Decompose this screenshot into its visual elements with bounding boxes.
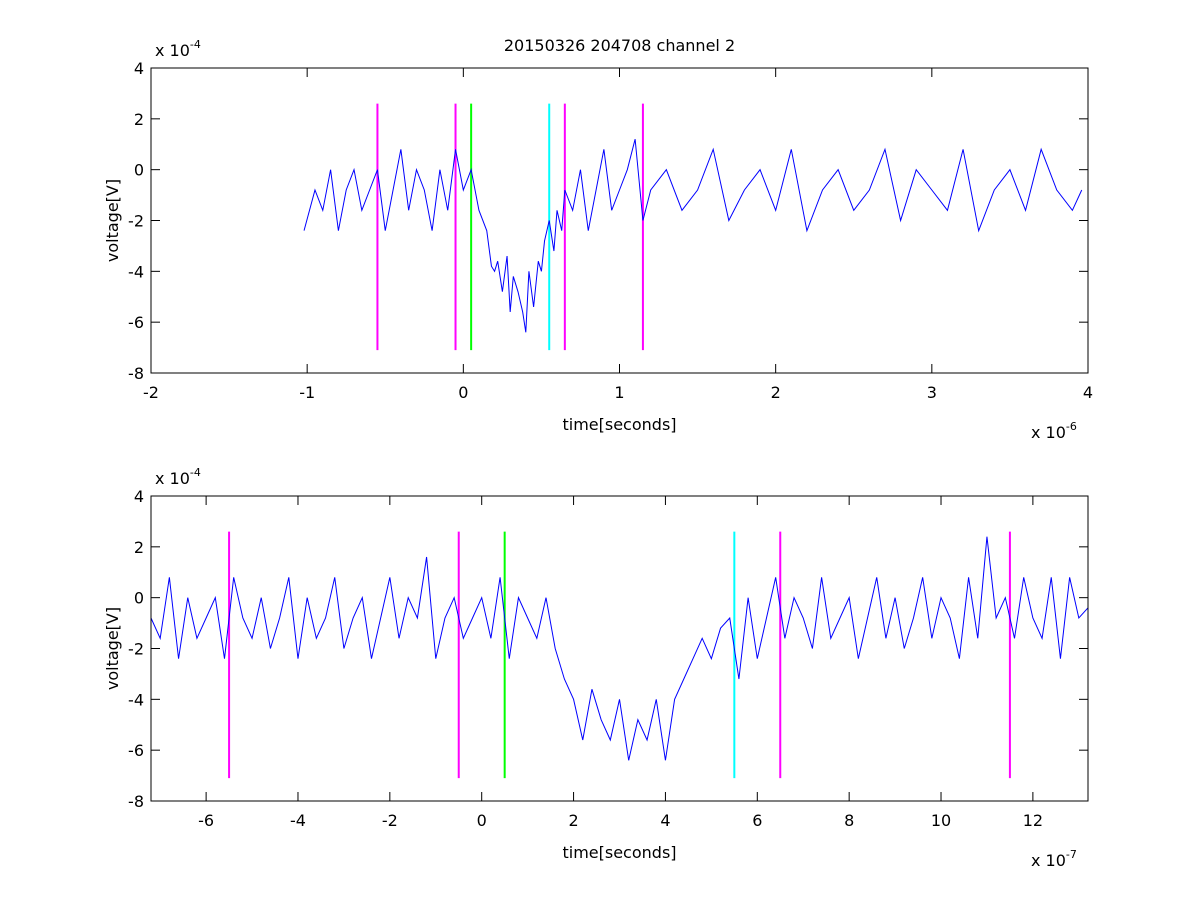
x-tick-label: -2 [382, 811, 398, 830]
x-exponent-label: x 10-7 [1031, 848, 1077, 870]
y-tick-label: -4 [128, 690, 144, 709]
y-tick-label: 4 [134, 59, 144, 78]
x-axis-label: time[seconds] [562, 843, 676, 862]
x-tick-label: 0 [458, 383, 468, 402]
x-tick-label: -1 [299, 383, 315, 402]
y-tick-label: -4 [128, 262, 144, 281]
x-tick-label: 2 [771, 383, 781, 402]
x-tick-label: 2 [568, 811, 578, 830]
voltage-trace [303, 139, 1083, 333]
bottom-plot: -6 -4 -2 0 2 4 6 8 10 12 -8 -6 -4 -2 0 2 4 time[seconds] v… [103, 466, 1089, 870]
y-tick-label: -6 [128, 741, 144, 760]
plot-border [150, 495, 1089, 802]
top-plot: -2 -1 0 1 2 3 4 -8 -6 -4 -2 0 2 4 20150326 204708 chan… [103, 36, 1093, 442]
x-tick-label: -2 [143, 383, 159, 402]
x-tick-label: 6 [752, 811, 762, 830]
x-tick-label: 4 [1083, 383, 1093, 402]
x-tick-label: 10 [931, 811, 951, 830]
y-axis-label: voltage[V] [103, 179, 122, 262]
y-tick-label: -2 [128, 212, 144, 231]
plot-area [150, 67, 1089, 374]
plot-area [150, 495, 1089, 802]
y-tick-label: -2 [128, 640, 144, 659]
y-tick-label: -8 [128, 364, 144, 383]
y-tick-label: 0 [134, 589, 144, 608]
x-axis-label: time[seconds] [562, 415, 676, 434]
chart-title: 20150326 204708 channel 2 [504, 36, 735, 55]
x-tick-label: 8 [844, 811, 854, 830]
x-tick-label: -4 [290, 811, 306, 830]
x-tick-label: 4 [660, 811, 670, 830]
x-tick-label: 1 [614, 383, 624, 402]
x-tick-label: 12 [1023, 811, 1043, 830]
y-tick-label: -8 [128, 792, 144, 811]
voltage-trace [150, 536, 1089, 761]
x-exponent-label: x 10-6 [1031, 420, 1077, 442]
y-axis-label: voltage[V] [103, 607, 122, 690]
y-tick-label: 2 [134, 110, 144, 129]
y-tick-label: 0 [134, 161, 144, 180]
x-tick-label: 0 [477, 811, 487, 830]
y-exponent-label: x 10-4 [155, 38, 201, 60]
y-tick-label: 4 [134, 487, 144, 506]
plot-border [150, 67, 1089, 374]
x-tick-label: 3 [927, 383, 937, 402]
y-tick-label: -6 [128, 313, 144, 332]
x-tick-label: -6 [198, 811, 214, 830]
y-exponent-label: x 10-4 [155, 466, 201, 488]
y-tick-label: 2 [134, 538, 144, 557]
